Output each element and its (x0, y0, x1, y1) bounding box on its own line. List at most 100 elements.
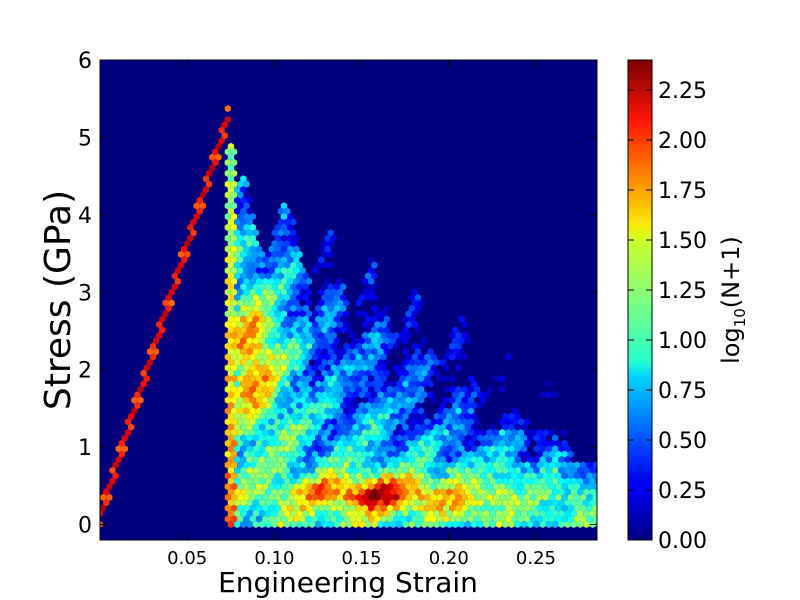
hex-cell (187, 223, 194, 231)
hex-cell (296, 520, 303, 528)
hex-cell (427, 499, 434, 507)
hex-cell (471, 380, 478, 388)
hex-cell (340, 445, 347, 453)
hex-cell (227, 380, 235, 388)
hex-cell (318, 493, 325, 501)
hex-cell (561, 515, 568, 523)
hex-cell (383, 348, 390, 356)
hex-cell (287, 353, 294, 361)
hex-cell (555, 504, 562, 512)
hex-cell (467, 450, 475, 458)
hex-cell (555, 450, 562, 458)
hex-cell (365, 499, 372, 507)
hex-cell (511, 461, 518, 469)
hex-cell (352, 412, 359, 420)
hex-cell (361, 396, 369, 404)
hex-cell (517, 439, 524, 447)
hex-cell (424, 472, 431, 480)
hex-cell (280, 267, 288, 275)
hex-cell (495, 456, 503, 464)
hex-cell (240, 229, 247, 237)
hex-cell (265, 445, 272, 453)
hex-cell (106, 483, 113, 491)
hex-cell (361, 385, 369, 393)
hex-cell (442, 429, 450, 437)
hex-cell (405, 439, 412, 447)
hex-cell (492, 439, 500, 447)
hex-cell (274, 483, 281, 491)
hex-cell (539, 456, 546, 464)
hex-cell (240, 337, 247, 345)
hex-cell (430, 396, 437, 404)
hex-cell (548, 450, 556, 458)
hex-cell (252, 434, 259, 442)
hex-cell (471, 402, 478, 410)
hex-cell (237, 353, 244, 361)
hex-cell (380, 439, 387, 447)
hex-cell (489, 434, 496, 442)
hex-cell (399, 385, 406, 393)
hex-cell (199, 202, 206, 210)
hex-cell (277, 445, 284, 453)
hex-cell (405, 472, 412, 480)
hex-cell (296, 369, 303, 377)
hex-cell (280, 493, 288, 501)
hex-cell (358, 466, 365, 474)
hex-cell (436, 483, 443, 491)
hex-cell (352, 445, 359, 453)
hex-cell (505, 461, 512, 469)
hex-cell (365, 348, 372, 356)
hex-cell (396, 488, 403, 496)
hex-cell (252, 304, 259, 312)
hex-cell (336, 461, 344, 469)
hex-cell (467, 472, 475, 480)
hex-cell (243, 353, 250, 361)
hex-cell (287, 493, 294, 501)
hex-cell (308, 369, 316, 377)
hex-cell (302, 499, 309, 507)
hex-cell (280, 310, 288, 318)
hex-cell (315, 326, 322, 334)
hex-cell (287, 461, 294, 469)
hex-cell (262, 277, 269, 285)
hex-cell (461, 429, 468, 437)
hex-cell (411, 515, 418, 523)
hex-cell (305, 515, 312, 523)
hex-cell (452, 412, 459, 420)
hex-cell (134, 391, 141, 399)
hex-cell (386, 321, 394, 329)
hex-cell (296, 283, 303, 291)
hex-cell (259, 261, 266, 269)
hex-cell (243, 256, 250, 264)
y-tick-label: 5 (78, 126, 92, 151)
hex-cell (383, 445, 390, 453)
hex-cell (246, 272, 253, 280)
hex-cell (371, 466, 378, 474)
hex-cell (315, 520, 322, 528)
hex-cell (542, 493, 549, 501)
hex-cell (508, 445, 515, 453)
hex-cell (240, 466, 247, 474)
hex-cell (414, 477, 422, 485)
hex-cell (293, 472, 300, 480)
hex-cell (405, 396, 412, 404)
hex-cell (393, 396, 400, 404)
hex-cell (246, 510, 253, 518)
hex-cell (539, 499, 546, 507)
hex-cell (599, 515, 605, 522)
hex-cell (477, 391, 484, 399)
hex-cell (265, 477, 272, 485)
hex-cell (324, 515, 331, 523)
hex-cell (312, 429, 319, 437)
hex-cell (352, 402, 359, 410)
hex-cell (277, 499, 284, 507)
hex-cell (234, 294, 241, 302)
hex-cell (421, 369, 428, 377)
hex-cell (243, 385, 250, 393)
hex-cell (352, 477, 359, 485)
hex-cell (489, 423, 496, 431)
hex-cell (312, 342, 319, 350)
hex-cell (480, 493, 487, 501)
hex-cell (187, 234, 194, 242)
hex-cell (277, 402, 284, 410)
